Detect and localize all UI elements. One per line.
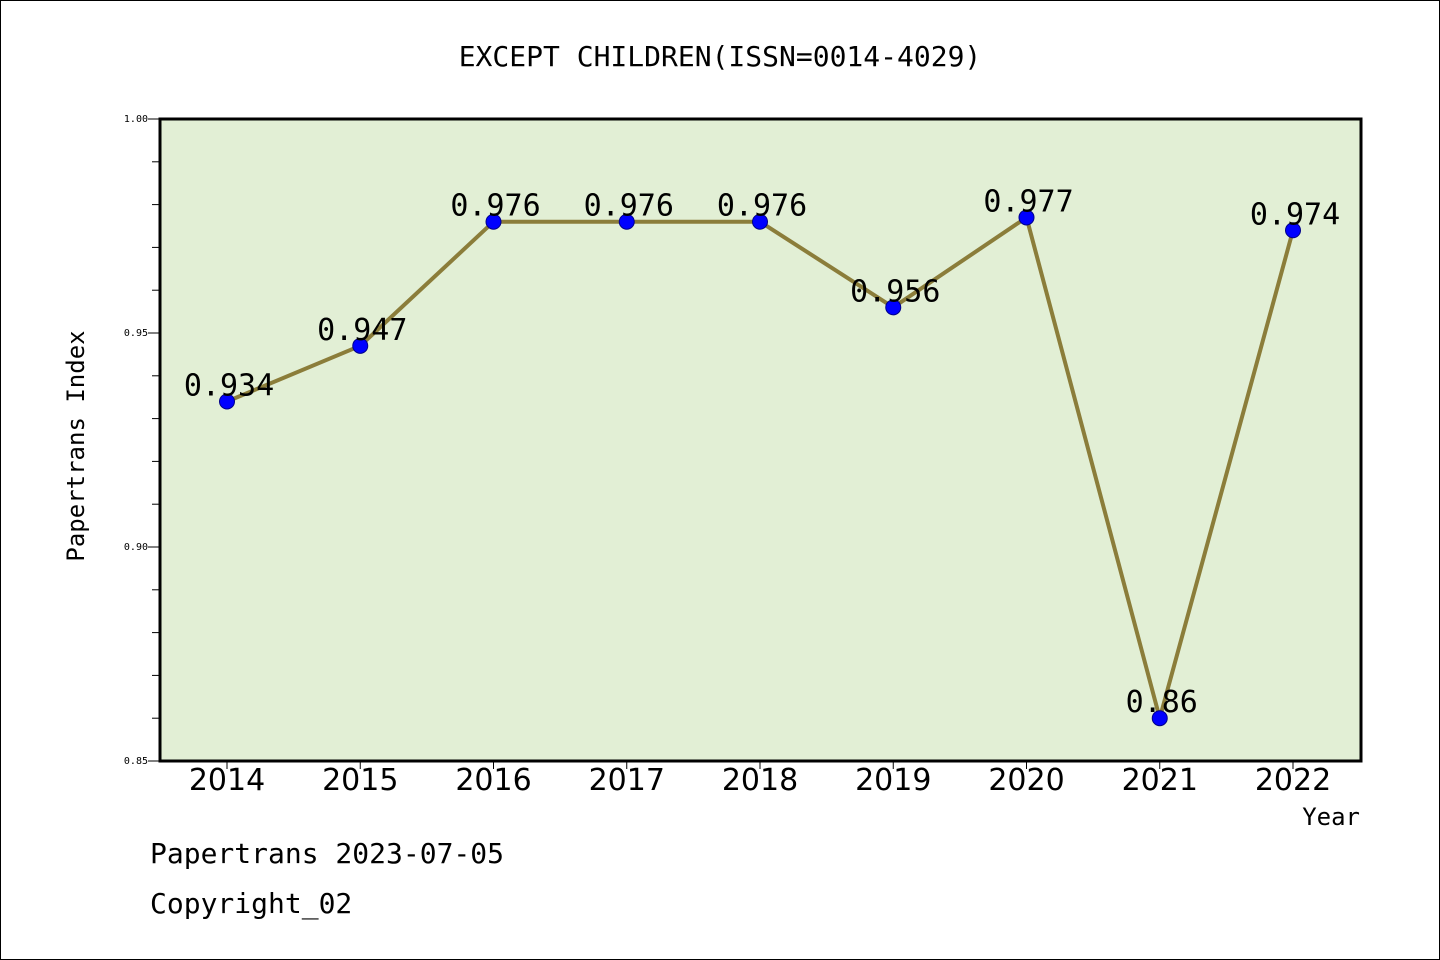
- x-tick-label: 2020: [988, 763, 1064, 798]
- data-point-2016: [485, 213, 502, 230]
- x-tick-label: 2014: [189, 763, 265, 798]
- y-tick-label: 0.90: [124, 542, 148, 553]
- y-tick-label: 1.00: [124, 114, 148, 125]
- x-axis-ticks: 2014 2015 2016 2017 2018 2019 2020 2021 2022: [189, 761, 1331, 798]
- x-tick-label: 2017: [589, 763, 665, 798]
- chart-title: EXCEPT CHILDREN(ISSN=0014-4029): [459, 40, 982, 73]
- y-axis-title: Papertrans Index: [62, 330, 90, 561]
- data-point-2022: [1285, 222, 1301, 239]
- data-label-2015: 0.947: [317, 313, 407, 348]
- data-point-2014: [219, 393, 235, 410]
- data-label-2019: 0.956: [850, 274, 940, 309]
- y-tick-label: 0.95: [124, 328, 148, 339]
- data-point-2021: [1151, 710, 1168, 727]
- data-point-2015: [352, 337, 369, 354]
- y-tick-label: 0.85: [124, 756, 148, 767]
- data-label-2022: 0.974: [1250, 197, 1340, 232]
- data-labels-layer: 0.934 0.947 0.976 0.976 0.976 0.956 0.977 0.86 0…: [184, 184, 1340, 720]
- data-label-2014: 0.934: [184, 368, 274, 403]
- data-label-2016: 0.976: [450, 189, 540, 224]
- x-axis-title: Year: [1302, 803, 1360, 831]
- data-point-2019: [885, 299, 902, 316]
- data-label-2018: 0.976: [717, 189, 807, 224]
- x-tick-label: 2015: [322, 763, 398, 798]
- data-point-2018: [752, 213, 768, 230]
- footer-copyright: Copyright_02: [150, 887, 352, 921]
- footer-date: Papertrans 2023-07-05: [150, 837, 504, 870]
- data-point-2020: [1018, 209, 1035, 226]
- x-tick-label: 2022: [1255, 763, 1331, 798]
- x-tick-label: 2018: [722, 763, 798, 798]
- y-axis-ticks: 0.85 0.90 0.95 1.00: [124, 114, 160, 767]
- data-label-2017: 0.976: [584, 189, 674, 224]
- x-tick-label: 2016: [455, 763, 531, 798]
- data-label-2020: 0.977: [983, 184, 1073, 219]
- data-label-2021: 0.86: [1126, 685, 1198, 720]
- x-tick-label: 2019: [855, 763, 931, 798]
- series-layer: [219, 209, 1301, 727]
- data-point-2017: [618, 213, 635, 230]
- x-tick-label: 2021: [1122, 763, 1198, 798]
